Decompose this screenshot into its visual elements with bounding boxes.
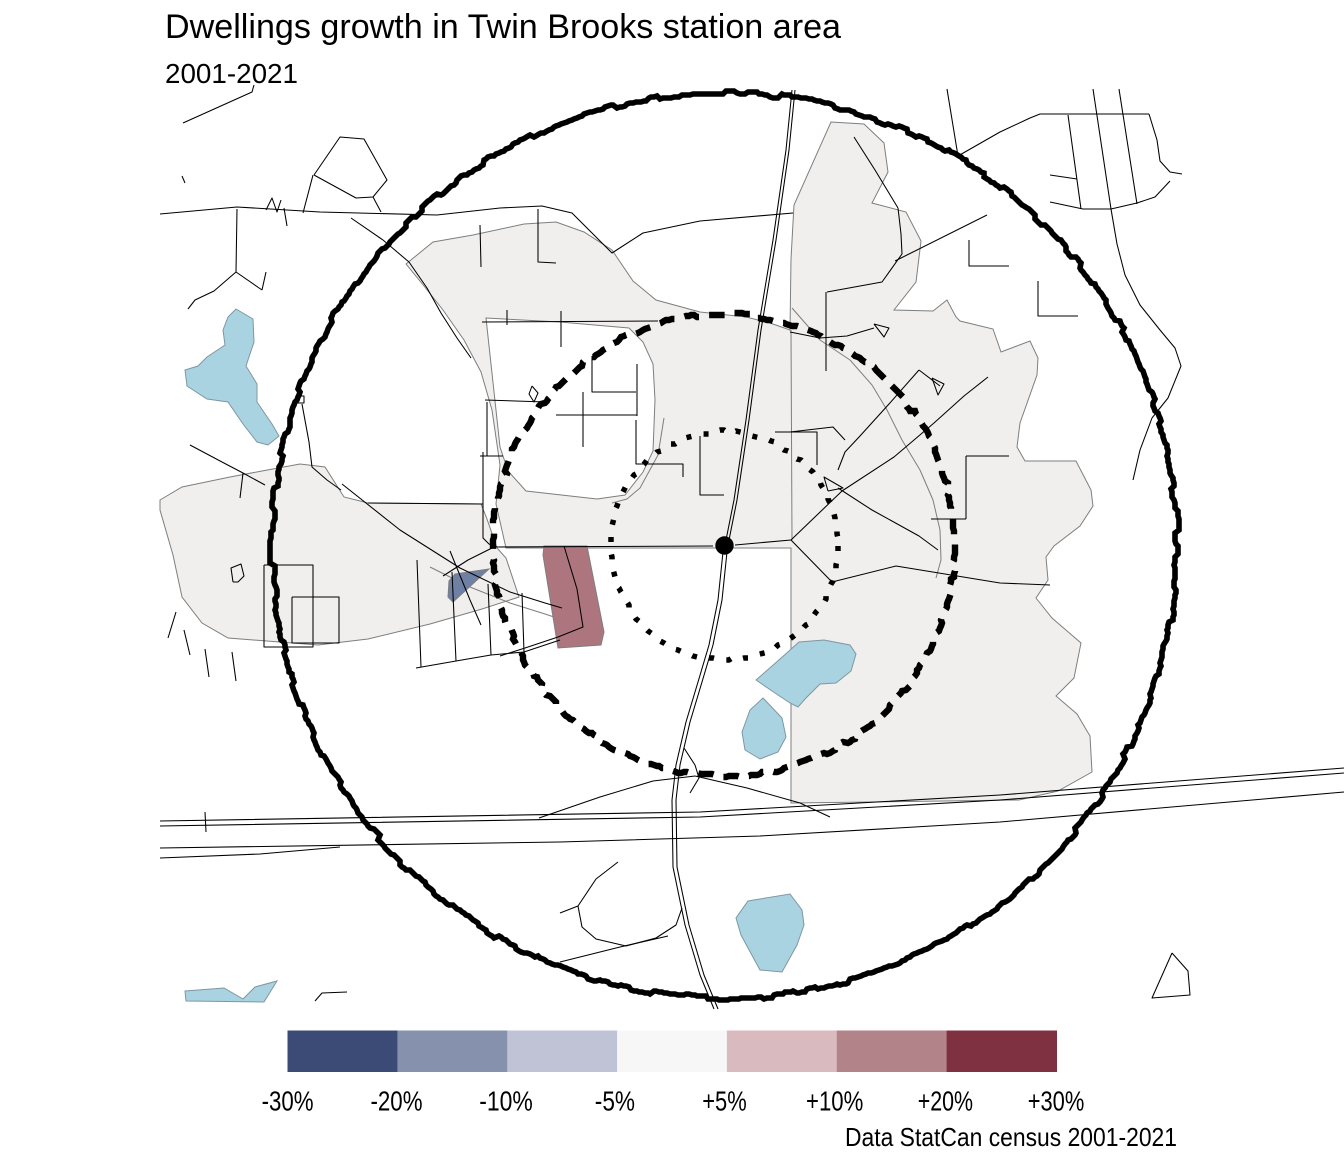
svg-text:-5%: -5% — [595, 1086, 635, 1117]
svg-text:2001-2021: 2001-2021 — [165, 58, 298, 89]
svg-text:+5%: +5% — [702, 1086, 747, 1117]
svg-text:Data StatCan census 2001-2021: Data StatCan census 2001-2021 — [845, 1122, 1177, 1152]
svg-text:+10%: +10% — [806, 1086, 863, 1117]
svg-text:-10%: -10% — [479, 1086, 533, 1117]
svg-text:-30%: -30% — [262, 1086, 314, 1117]
svg-text:-20%: -20% — [371, 1086, 423, 1117]
svg-text:+30%: +30% — [1028, 1086, 1085, 1117]
svg-text:Dwellings growth in Twin Brook: Dwellings growth in Twin Brooks station … — [165, 8, 841, 46]
svg-text:+20%: +20% — [918, 1086, 973, 1117]
